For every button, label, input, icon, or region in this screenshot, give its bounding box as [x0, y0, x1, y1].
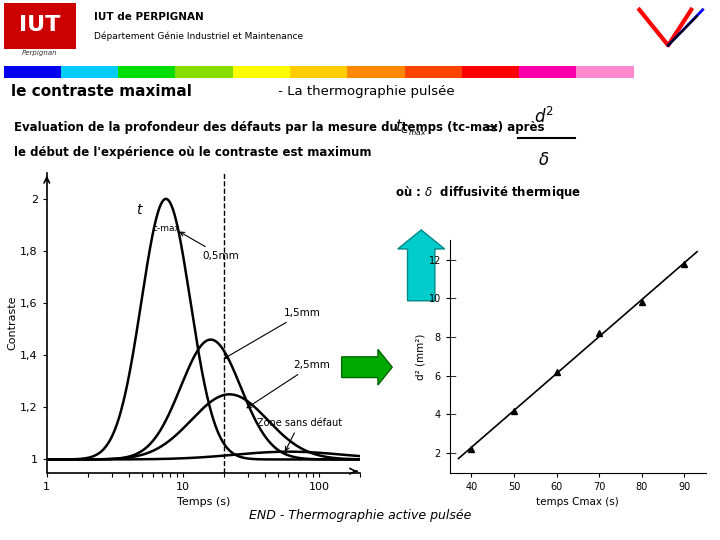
Text: 0,5mm: 0,5mm: [180, 232, 240, 261]
Text: IUT: IUT: [19, 15, 60, 35]
Text: 2,5mm: 2,5mm: [247, 360, 330, 408]
Text: END - Thermographie active pulsée: END - Thermographie active pulsée: [249, 509, 471, 522]
Text: le début de l'expérience où le contraste est maximum: le début de l'expérience où le contraste…: [14, 146, 372, 159]
Text: —: —: [446, 293, 456, 303]
Text: - La thermographie pulsée: - La thermographie pulsée: [274, 85, 455, 98]
Bar: [233, 66, 290, 78]
X-axis label: temps Cmax (s): temps Cmax (s): [536, 497, 619, 507]
Bar: [176, 66, 233, 78]
Text: Perpignan: Perpignan: [22, 50, 58, 56]
Text: IUT de PERPIGNAN: IUT de PERPIGNAN: [94, 12, 203, 22]
Text: —: —: [446, 255, 456, 265]
Text: où : $\delta$  diffusivité thermique: où : $\delta$ diffusivité thermique: [395, 184, 581, 201]
Text: Zone sans défaut: Zone sans défaut: [257, 417, 342, 451]
Bar: [347, 66, 405, 78]
Text: $t$: $t$: [135, 204, 143, 218]
Text: —: —: [446, 409, 456, 420]
X-axis label: Temps (s): Temps (s): [176, 497, 230, 507]
Bar: [4, 3, 76, 49]
Bar: [4, 66, 61, 78]
Text: Département Génie Industriel et Maintenance: Département Génie Industriel et Maintena…: [94, 31, 302, 40]
Text: $\delta$: $\delta$: [538, 151, 549, 169]
FancyArrow shape: [397, 230, 445, 301]
Text: 1,5mm: 1,5mm: [225, 308, 320, 359]
Text: —: —: [446, 448, 456, 458]
Bar: [576, 66, 634, 78]
Text: $\approx$: $\approx$: [480, 118, 499, 137]
Text: $d^2$: $d^2$: [534, 106, 554, 127]
Text: Evaluation de la profondeur des défauts par la mesure du temps (tc-max) après: Evaluation de la profondeur des défauts …: [14, 121, 545, 134]
Text: c-max: c-max: [153, 225, 181, 233]
Bar: [118, 66, 176, 78]
Bar: [462, 66, 519, 78]
Bar: [405, 66, 462, 78]
Text: —: —: [446, 332, 456, 342]
Bar: [519, 66, 576, 78]
Text: le contraste maximal: le contraste maximal: [11, 84, 192, 99]
Text: $t_{C_{max}}$: $t_{C_{max}}$: [395, 117, 426, 138]
FancyArrow shape: [341, 349, 392, 385]
Bar: [290, 66, 347, 78]
Y-axis label: Contraste: Contraste: [7, 295, 17, 350]
Bar: [61, 66, 118, 78]
Text: —: —: [446, 371, 456, 381]
Y-axis label: d² (mm²): d² (mm²): [416, 333, 426, 380]
